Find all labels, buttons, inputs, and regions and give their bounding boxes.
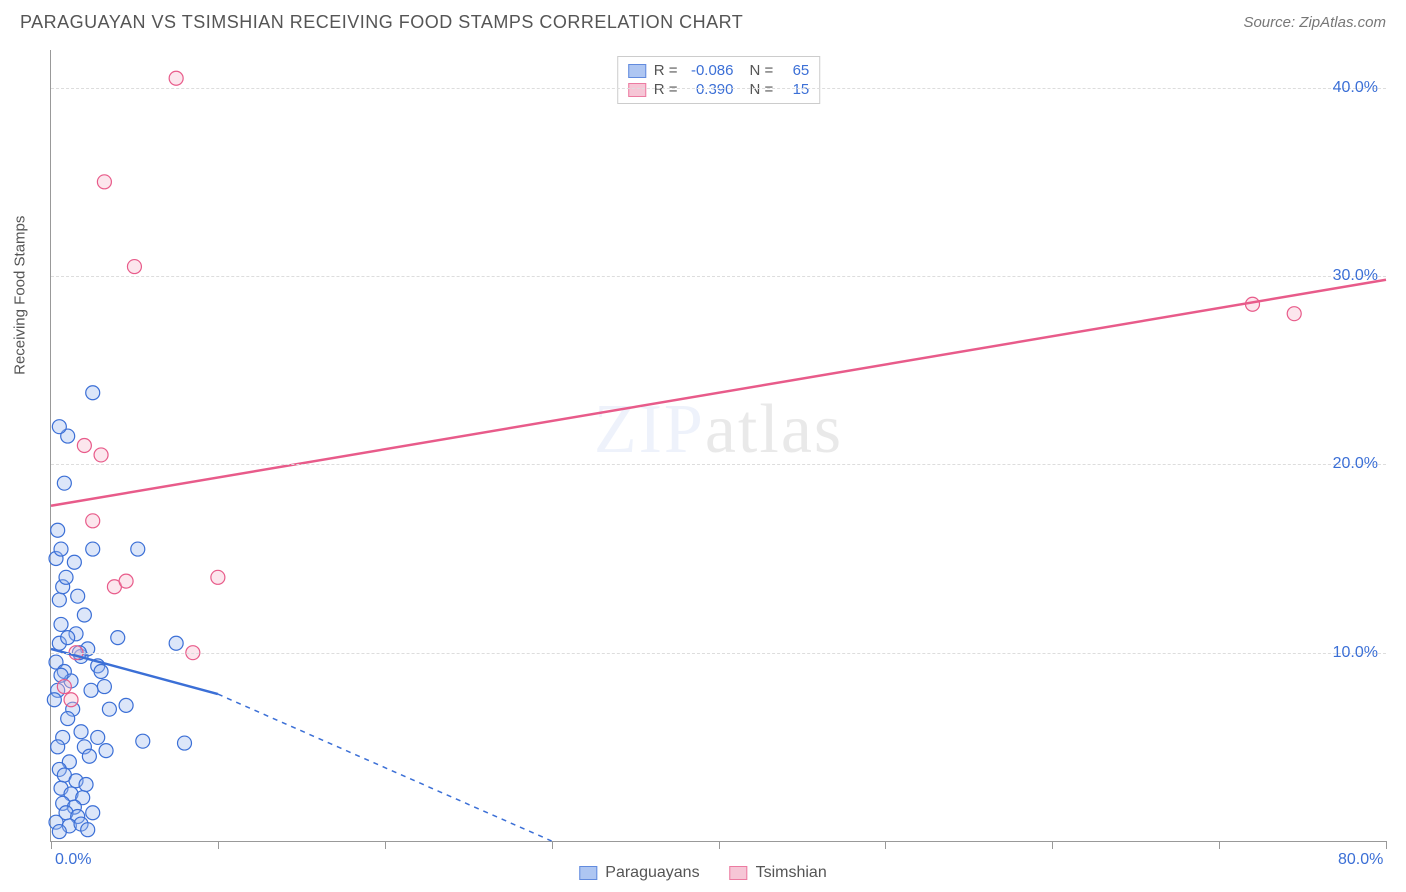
legend-stat-row: R = -0.086 N = 65: [628, 61, 810, 80]
chart-title: PARAGUAYAN VS TSIMSHIAN RECEIVING FOOD S…: [20, 12, 743, 33]
plot-area: ZIPatlas R = -0.086 N = 65 R = 0.390 N =…: [50, 50, 1386, 842]
legend-series: Paraguayans Tsimshian: [579, 864, 826, 882]
x-tick: [1219, 841, 1220, 849]
data-point: [61, 631, 75, 645]
r-label: R =: [654, 62, 678, 79]
data-point: [136, 734, 150, 748]
n-label: N =: [750, 62, 774, 79]
data-point: [71, 589, 85, 603]
legend-swatch: [579, 866, 597, 880]
legend-label: Paraguayans: [605, 864, 699, 882]
data-point: [64, 693, 78, 707]
data-point: [131, 542, 145, 556]
y-tick-label: 30.0%: [1333, 267, 1378, 285]
data-point: [178, 736, 192, 750]
data-point: [77, 439, 91, 453]
data-point: [81, 823, 95, 837]
plot-svg: [51, 50, 1386, 841]
gridline: [51, 653, 1386, 654]
data-point: [86, 542, 100, 556]
r-value: 0.390: [686, 81, 734, 98]
header: PARAGUAYAN VS TSIMSHIAN RECEIVING FOOD S…: [0, 0, 1406, 41]
x-tick: [719, 841, 720, 849]
legend-item: Paraguayans: [579, 864, 699, 882]
data-point: [59, 570, 73, 584]
data-point: [119, 574, 133, 588]
data-point: [97, 175, 111, 189]
chart-container: Receiving Food Stamps ZIPatlas R = -0.08…: [50, 50, 1386, 842]
x-tick: [552, 841, 553, 849]
data-point: [61, 712, 75, 726]
y-tick-label: 40.0%: [1333, 79, 1378, 97]
source-label: Source: ZipAtlas.com: [1243, 14, 1386, 31]
data-point: [97, 680, 111, 694]
x-tick: [1386, 841, 1387, 849]
data-point: [86, 514, 100, 528]
y-tick-label: 20.0%: [1333, 455, 1378, 473]
data-point: [52, 420, 66, 434]
r-value: -0.086: [686, 62, 734, 79]
data-point: [82, 749, 96, 763]
trend-line: [51, 280, 1386, 506]
x-tick: [218, 841, 219, 849]
x-tick-label: 80.0%: [1338, 851, 1383, 869]
x-tick-label: 0.0%: [55, 851, 91, 869]
gridline: [51, 88, 1386, 89]
n-value: 65: [781, 62, 809, 79]
data-point: [79, 778, 93, 792]
data-point: [54, 542, 68, 556]
data-point: [86, 386, 100, 400]
data-point: [111, 631, 125, 645]
data-point: [74, 725, 88, 739]
n-value: 15: [781, 81, 809, 98]
data-point: [84, 683, 98, 697]
data-point: [127, 260, 141, 274]
data-point: [86, 806, 100, 820]
trend-line-extended: [218, 694, 552, 841]
data-point: [67, 555, 81, 569]
data-point: [52, 593, 66, 607]
data-point: [57, 476, 71, 490]
x-tick: [1052, 841, 1053, 849]
x-tick: [51, 841, 52, 849]
data-point: [47, 693, 61, 707]
data-point: [99, 744, 113, 758]
legend-swatch: [628, 64, 646, 78]
data-point: [57, 680, 71, 694]
legend-stat-row: R = 0.390 N = 15: [628, 80, 810, 99]
y-axis-title: Receiving Food Stamps: [12, 216, 29, 375]
x-tick: [385, 841, 386, 849]
data-point: [1287, 307, 1301, 321]
data-point: [94, 448, 108, 462]
n-label: N =: [750, 81, 774, 98]
legend-swatch: [628, 83, 646, 97]
data-point: [102, 702, 116, 716]
data-point: [94, 665, 108, 679]
x-tick: [885, 841, 886, 849]
data-point: [169, 636, 183, 650]
legend-swatch: [730, 866, 748, 880]
data-point: [51, 740, 65, 754]
legend-item: Tsimshian: [730, 864, 827, 882]
legend-label: Tsimshian: [756, 864, 827, 882]
data-point: [169, 71, 183, 85]
y-tick-label: 10.0%: [1333, 644, 1378, 662]
legend-stats: R = -0.086 N = 65 R = 0.390 N = 15: [617, 56, 821, 104]
data-point: [211, 570, 225, 584]
data-point: [51, 523, 65, 537]
data-point: [119, 698, 133, 712]
data-point: [77, 608, 91, 622]
data-point: [52, 825, 66, 839]
r-label: R =: [654, 81, 678, 98]
data-point: [91, 730, 105, 744]
gridline: [51, 464, 1386, 465]
gridline: [51, 276, 1386, 277]
data-point: [54, 617, 68, 631]
